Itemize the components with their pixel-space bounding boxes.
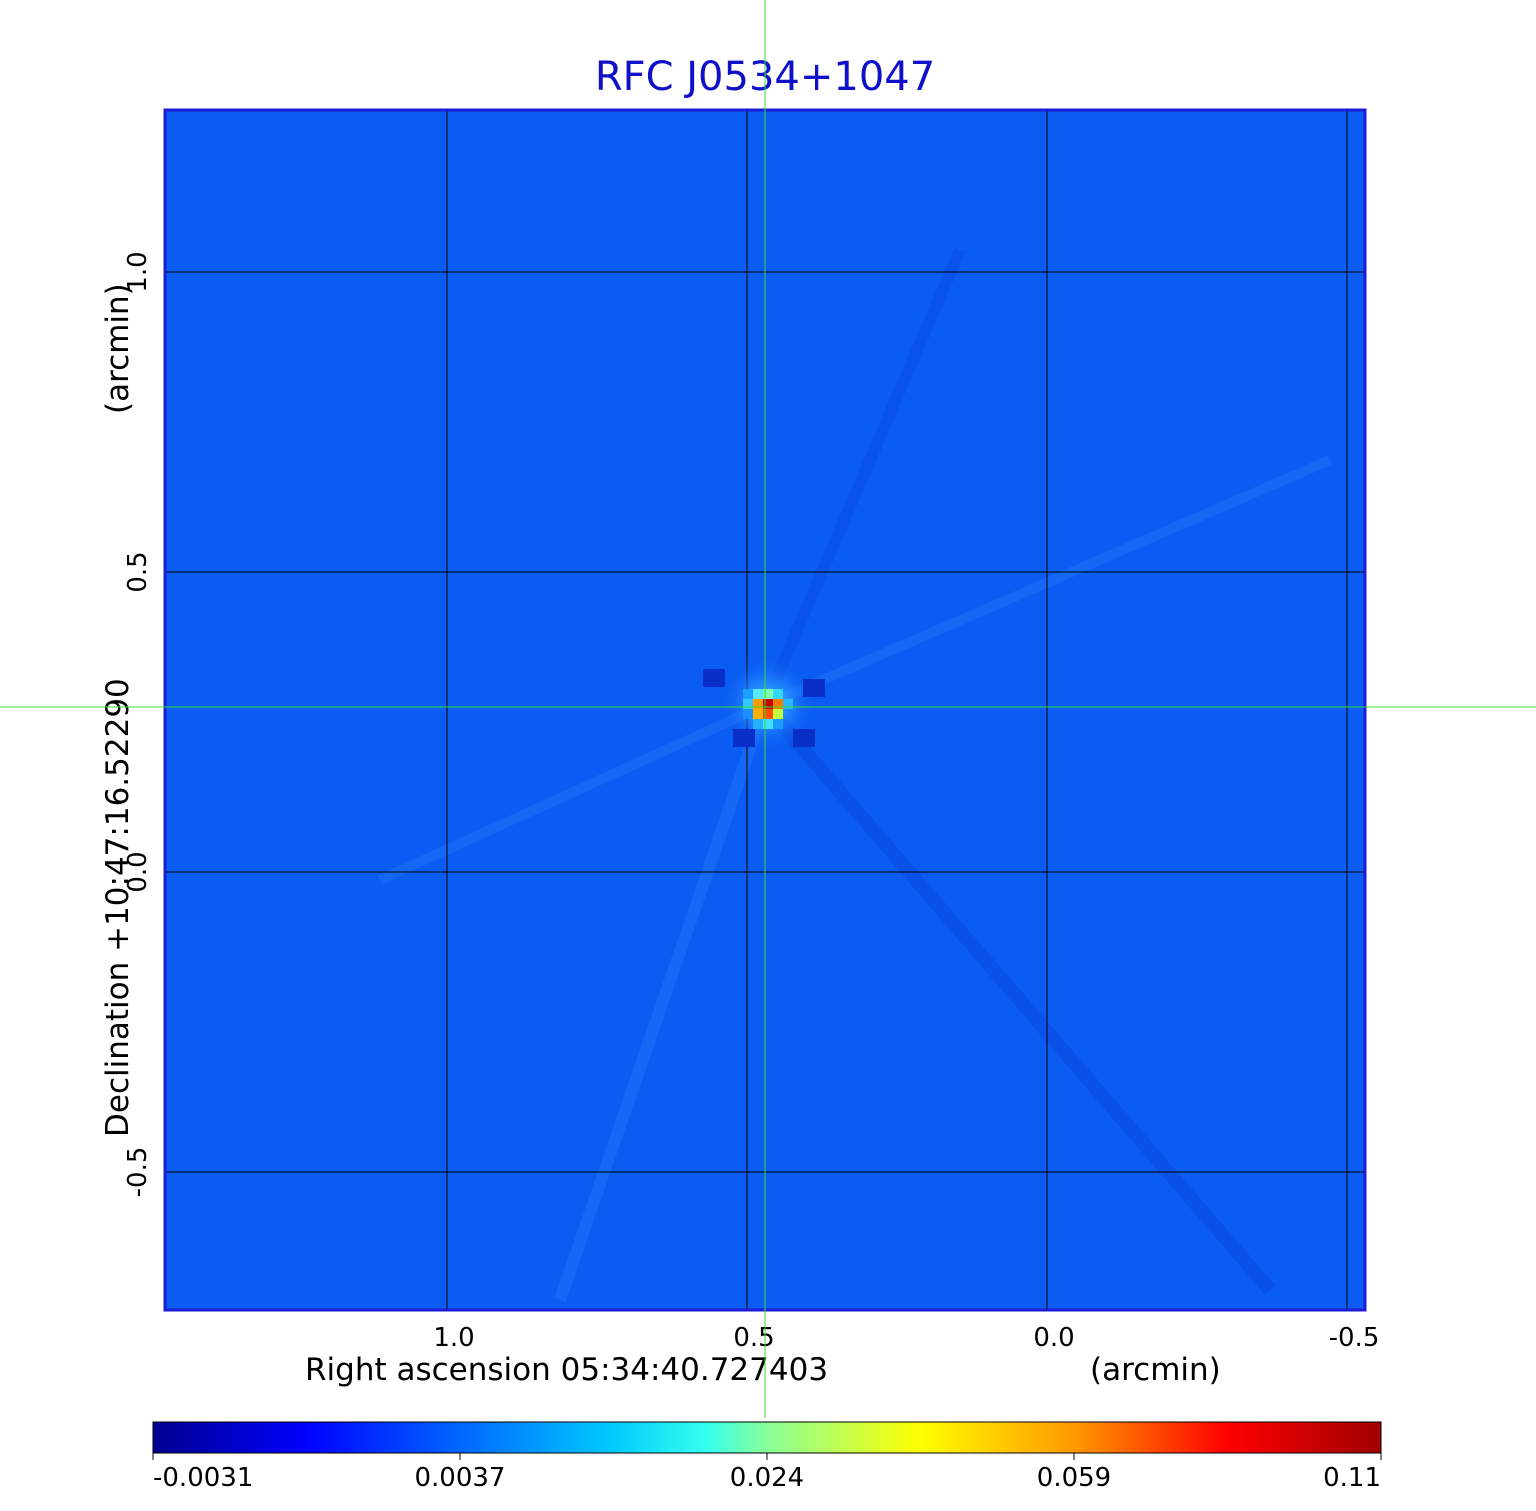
source-pixel [743, 709, 753, 719]
x-tick-label: 0.5 [733, 1323, 774, 1353]
source-pixel [753, 709, 763, 719]
source-pixel [773, 719, 783, 729]
crosshair [0, 0, 1536, 1418]
source-pixel [753, 689, 763, 699]
y-tick-label: 1.0 [123, 251, 153, 292]
x-axis-unit: (arcmin) [1090, 1352, 1221, 1388]
source-pixel [763, 719, 773, 729]
negative-sidelobe [703, 669, 725, 687]
source-pixel [753, 719, 763, 729]
source-pixel [773, 709, 783, 719]
colorbar-tick-label: 0.11 [1323, 1463, 1381, 1493]
y-tick-label: 0.0 [123, 851, 153, 892]
y-axis-label: Declination +10:47:16.52290 [100, 678, 136, 1137]
negative-sidelobe [793, 729, 815, 747]
y-tick-label: 0.5 [123, 551, 153, 592]
colorbar-tick-label: 0.024 [730, 1463, 804, 1493]
colorbar-tick-label: 0.0037 [415, 1463, 506, 1493]
colorbar-tick-label: 0.059 [1037, 1463, 1111, 1493]
colorbar-tick-label: -0.0031 [153, 1463, 253, 1493]
y-tick-label: -0.5 [123, 1147, 153, 1198]
source-pixel [743, 689, 753, 699]
sidelobe-streaks [377, 247, 1332, 1302]
source-pixel [773, 689, 783, 699]
colorbar-tick-labels: -0.0031 0.0037 0.024 0.059 0.11 [152, 1453, 1382, 1493]
source-pixel [753, 699, 763, 709]
source-pixel [743, 699, 753, 709]
colorbar [152, 1421, 1382, 1454]
x-tick-labels: 1.0 0.5 0.0 -0.5 [433, 1323, 1379, 1353]
x-tick-label: -0.5 [1329, 1323, 1380, 1353]
source-pixel [783, 699, 793, 709]
source-pixel [773, 699, 783, 709]
x-tick-label: 0.0 [1033, 1323, 1074, 1353]
negative-sidelobe [803, 679, 825, 697]
y-tick-labels: 1.0 0.5 0.0 -0.5 [123, 251, 153, 1197]
source-blob [703, 656, 825, 752]
y-axis-unit: (arcmin) [100, 283, 136, 414]
source-pixel [763, 699, 773, 709]
x-tick-label: 1.0 [433, 1323, 474, 1353]
x-axis-label: Right ascension 05:34:40.727403 [305, 1352, 828, 1388]
source-pixel [763, 709, 773, 719]
negative-sidelobe [733, 729, 755, 747]
source-pixel [763, 689, 773, 699]
